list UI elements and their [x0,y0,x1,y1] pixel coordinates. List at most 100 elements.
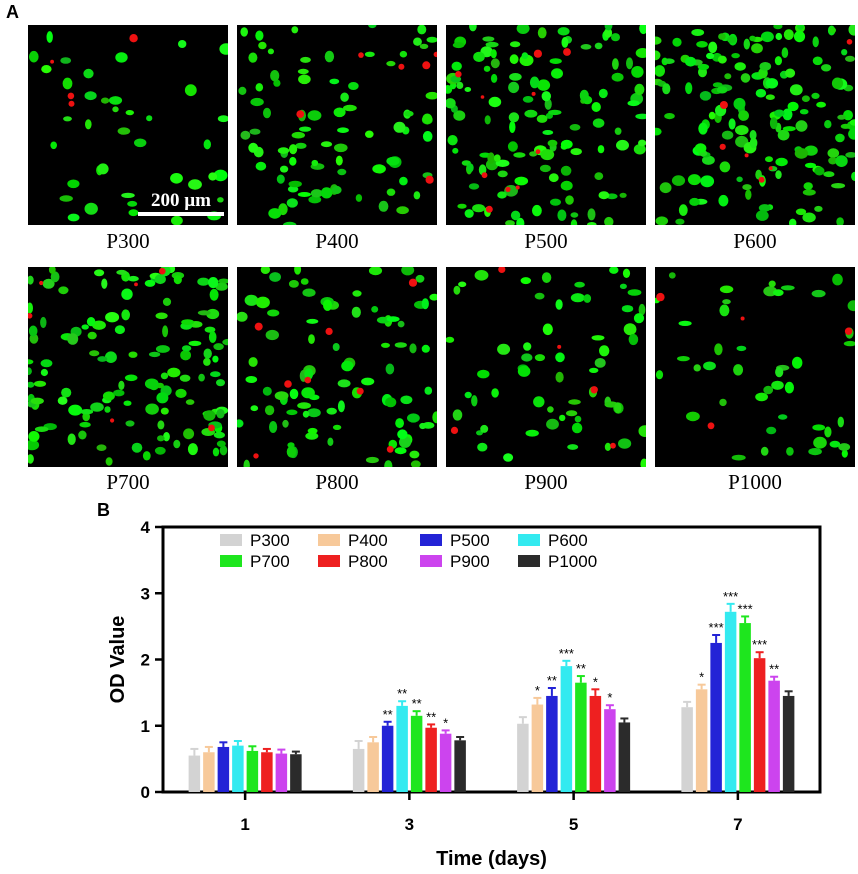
live-cell [717,55,727,64]
dead-cell [28,313,33,319]
live-cell [700,175,715,188]
live-cell [180,350,192,361]
live-cell [48,267,56,274]
live-cell [175,388,187,398]
live-cell [488,96,502,108]
live-cell [297,402,311,409]
live-cell [841,449,848,458]
live-cell [557,209,567,221]
live-cell [483,65,491,72]
x-axis-label: Time (days) [436,848,547,870]
live-cell [28,381,35,388]
live-cell [547,406,554,413]
live-cell [302,288,316,297]
live-cell [121,288,133,300]
live-cell [808,448,822,456]
live-cell [424,386,433,395]
live-cell [560,165,572,176]
live-cell [432,411,437,424]
live-cell [685,56,697,67]
live-cell [237,419,244,428]
live-cell [507,141,518,152]
live-cell [452,42,465,49]
live-cell [724,73,732,80]
live-cell [419,43,429,49]
live-cell [250,97,264,107]
live-cell [760,31,774,43]
live-cell [570,212,579,218]
live-cell [734,62,746,71]
live-cell [404,110,414,117]
bar-p900-day-1 [275,753,288,792]
live-cell [591,335,605,341]
live-cell [386,156,400,166]
live-cell [197,277,210,286]
live-cell [718,194,729,207]
live-cell [824,120,832,129]
live-cell [848,128,855,140]
live-cell [173,439,181,449]
bar-p500-day-3 [381,725,394,792]
live-cell [804,162,817,168]
live-cell [604,25,613,31]
live-cell [128,209,139,217]
significance-mark: ** [576,661,586,676]
significance-mark: *** [709,620,724,635]
bar-p800-day-5 [589,695,602,792]
live-cell [789,218,797,225]
live-cell [621,305,634,313]
live-cell [740,73,751,83]
live-cell [429,293,437,301]
live-cell [534,354,545,362]
bar-p300-day-5 [517,723,529,792]
live-cell [104,406,111,413]
live-cell [104,351,117,363]
live-cell [843,340,855,347]
live-cell [836,217,844,225]
live-cell [307,110,322,121]
live-cell [802,212,816,223]
live-cell [829,440,841,448]
live-cell [763,385,774,395]
micrograph-label-p300: P300 [106,229,150,253]
bar-p1000-day-1 [290,754,302,792]
live-cell [546,418,559,430]
live-cell [121,309,130,321]
dead-cell [433,51,437,58]
live-cell [604,442,611,451]
live-cell [156,392,169,404]
live-cell [446,98,456,109]
live-cell [579,89,589,102]
bar-p900-day-7 [768,680,780,792]
live-cell [67,213,80,222]
live-cell [568,399,581,405]
live-cell [157,435,165,442]
live-cell [845,55,855,62]
live-cell [529,76,540,89]
live-cell [797,25,804,30]
live-cell [84,202,98,215]
live-cell [814,166,825,176]
live-cell [62,77,73,90]
live-cell [276,174,285,184]
significance-mark: *** [723,589,738,604]
live-cell [686,411,700,422]
live-cell [320,187,333,199]
live-cell [542,323,553,336]
live-cell [409,343,417,354]
live-cell [542,130,554,135]
live-cell [638,425,646,437]
live-cell [614,127,622,135]
live-cell [785,68,796,78]
live-cell [41,65,52,74]
live-cell [812,56,823,66]
live-cell [101,278,108,289]
live-cell [490,49,497,59]
live-cell [181,345,192,352]
live-cell [269,421,278,433]
live-cell [102,391,115,401]
live-cell [622,268,631,278]
micrograph-p1000 [655,267,855,467]
live-cell [759,62,772,71]
live-cell [516,25,530,34]
